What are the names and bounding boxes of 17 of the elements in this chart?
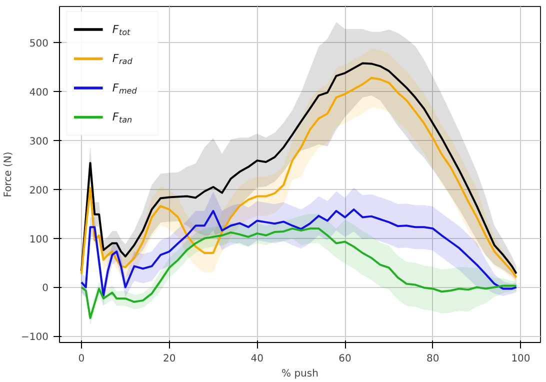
y-tick-label: 200 (29, 185, 49, 196)
x-tick-label: 20 (162, 354, 176, 364)
line-series (80, 208, 518, 297)
x-tick-label: 80 (426, 354, 440, 364)
y-tick-label: 100 (29, 234, 49, 246)
x-tick-label: 40 (250, 354, 264, 364)
y-axis-title: Force (N) (3, 152, 14, 198)
y-tick-label: 500 (29, 38, 49, 50)
y-tick-label: −100 (21, 332, 49, 344)
x-tick-label: 100 (511, 354, 530, 364)
x-tick-label: 60 (338, 354, 352, 364)
x-axis-title: % push (282, 368, 318, 380)
y-tick-label: 0 (42, 283, 49, 294)
x-tick-label: 0 (78, 354, 85, 364)
line-series (80, 228, 518, 320)
y-tick-label: 400 (29, 88, 49, 99)
y-tick-label: 300 (29, 136, 49, 148)
